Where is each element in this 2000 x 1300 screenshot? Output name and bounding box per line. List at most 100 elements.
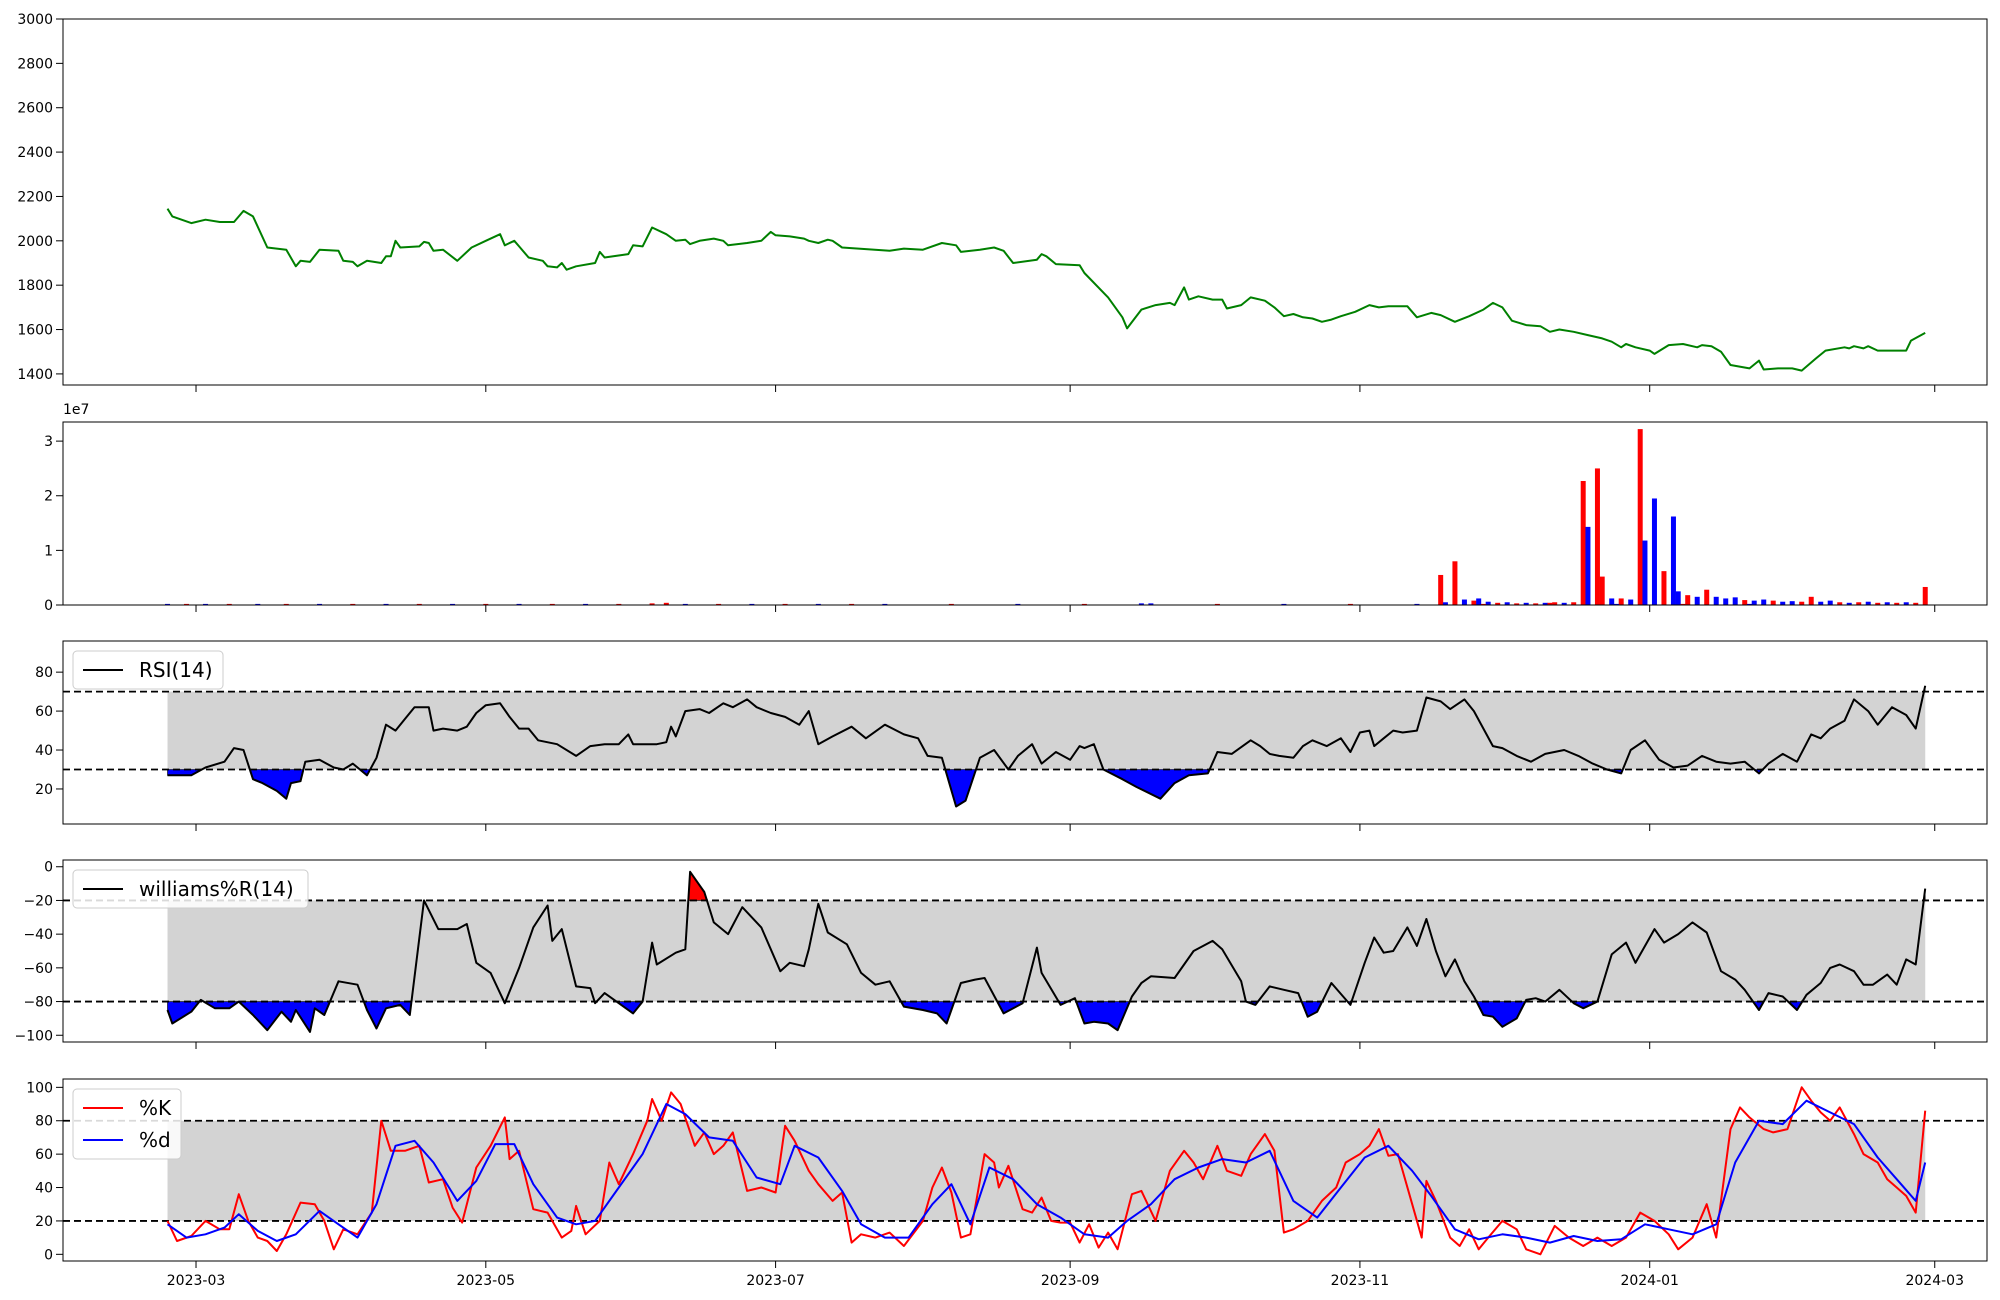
volume-bar — [663, 602, 669, 605]
y-tick-label: 3 — [44, 434, 53, 450]
axes-frame — [62, 421, 1988, 606]
y-tick-label: 0 — [44, 598, 53, 614]
y-tick-label: 3000 — [17, 12, 53, 28]
volume-bar — [1651, 498, 1657, 605]
williams-line — [166, 870, 1927, 1033]
volume-bar — [1214, 603, 1220, 605]
legend — [72, 650, 224, 690]
oversold-fill — [1075, 1001, 1131, 1031]
volume-bar — [1808, 596, 1814, 605]
y-tick-label: 1400 — [17, 367, 53, 383]
legend-label: %K — [139, 1096, 172, 1120]
y-tick-label: 0 — [44, 860, 53, 876]
volume-bar — [1485, 601, 1491, 605]
y-tick-label: 1800 — [17, 278, 53, 294]
volume-bar — [1514, 603, 1520, 605]
volume-bar — [1442, 602, 1448, 605]
y-tick-label: 20 — [35, 782, 53, 798]
volume-bar — [1547, 602, 1553, 605]
volume-bar — [1680, 603, 1686, 605]
volume-bar — [1884, 602, 1890, 605]
volume-bar — [1827, 600, 1833, 605]
volume-bar — [1732, 597, 1738, 605]
volume-bar — [416, 603, 422, 605]
oversold-fill — [167, 1001, 201, 1024]
volume-bar — [1438, 574, 1444, 605]
volume-bar — [184, 603, 190, 605]
offset-label: 1e7 — [63, 402, 89, 418]
volume-bar — [255, 603, 261, 605]
volume-bar — [1148, 603, 1154, 605]
legend — [72, 869, 309, 909]
volume-bar — [1081, 603, 1087, 605]
volume-bar — [516, 603, 522, 605]
volume-bar — [1281, 603, 1287, 605]
volume-bar — [165, 603, 171, 605]
y-tick-label: −20 — [23, 893, 53, 909]
volume-bar — [1780, 601, 1786, 605]
x-tick-label: 2023-05 — [457, 1273, 516, 1289]
volume-bar — [1894, 602, 1900, 605]
volume-bar — [283, 603, 289, 605]
y-tick-label: 20 — [35, 1214, 53, 1230]
volume-bar — [1922, 586, 1928, 605]
volume-bar — [749, 603, 755, 605]
volume-bar — [1414, 603, 1420, 605]
volume-bar — [716, 603, 722, 605]
y-tick-label: 1600 — [17, 323, 53, 339]
y-tick-label: 0 — [44, 1247, 53, 1263]
volume-bar — [649, 603, 655, 605]
y-tick-label: 80 — [35, 1114, 53, 1130]
x-tick-label: 2024-01 — [1620, 1273, 1679, 1289]
volume-bar — [1670, 516, 1676, 605]
volume-bar — [1542, 602, 1548, 605]
x-tick-label: 2023-07 — [746, 1273, 805, 1289]
legend-label: RSI(14) — [139, 658, 213, 682]
oversold-fill — [238, 1001, 331, 1033]
volume-bar — [549, 603, 555, 605]
volume-bar — [1523, 602, 1529, 605]
volume-bar — [1761, 599, 1767, 605]
volume-bar — [1504, 602, 1510, 605]
williams-panel: williams%R(14) 0 −20 −40 −60 −80 −100 — [15, 859, 1988, 1049]
%d-line — [166, 1099, 1927, 1244]
legend — [72, 1088, 182, 1160]
y-tick-label: 2000 — [17, 234, 53, 250]
y-tick-label: 60 — [35, 1147, 53, 1163]
volume-bar — [1471, 600, 1477, 605]
y-tick-label: −100 — [15, 1028, 53, 1044]
volume-bar — [1580, 480, 1586, 605]
volume-bar — [1561, 602, 1567, 605]
volume-bar — [1818, 601, 1824, 605]
oversold-fill — [249, 769, 304, 800]
volume-bar — [616, 603, 622, 605]
volume-bar — [1609, 598, 1615, 605]
volume-bar — [1865, 601, 1871, 605]
volume-bar — [1452, 561, 1458, 605]
y-tick-label: −60 — [23, 961, 53, 977]
volume-bar — [1552, 602, 1558, 605]
volume-bar — [1770, 600, 1776, 605]
volume-bar — [1723, 598, 1729, 605]
y-tick-label: 2600 — [17, 101, 53, 117]
rsi-panel: RSI(14) 20 40 60 80 — [35, 640, 1988, 831]
volume-bar — [782, 603, 788, 605]
volume-bar — [1846, 602, 1852, 605]
volume-bar — [1495, 602, 1501, 605]
oversold-fill — [363, 1001, 412, 1030]
overbought-fill — [687, 870, 708, 901]
volume-bar — [1742, 600, 1748, 605]
volume-bar — [583, 603, 589, 605]
volume-bar — [226, 603, 232, 605]
volume-bar — [1599, 576, 1605, 605]
volume-bar — [1856, 602, 1862, 605]
volume-bar — [1585, 526, 1591, 605]
volume-bar — [1751, 600, 1757, 605]
y-tick-label: 1 — [44, 543, 53, 559]
volume-bar — [1628, 599, 1634, 605]
volume-bar — [849, 603, 855, 605]
rsi-line — [167, 685, 1927, 808]
volume-bar — [1661, 571, 1667, 605]
y-tick-label: 2800 — [17, 56, 53, 72]
